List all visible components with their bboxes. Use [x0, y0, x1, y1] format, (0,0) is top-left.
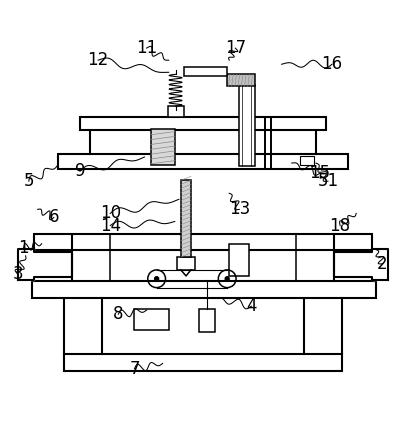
- Text: 12: 12: [87, 51, 109, 69]
- Text: 13: 13: [228, 200, 249, 218]
- Text: 16: 16: [321, 55, 342, 73]
- Circle shape: [225, 277, 229, 281]
- Text: 7: 7: [129, 360, 139, 378]
- Bar: [167, 106, 183, 117]
- Text: 8: 8: [113, 305, 123, 323]
- Text: 14: 14: [100, 217, 121, 234]
- Bar: [183, 67, 227, 76]
- Bar: [229, 244, 248, 276]
- Bar: [32, 281, 375, 298]
- Bar: [239, 85, 254, 166]
- Bar: [198, 309, 215, 332]
- Bar: [180, 180, 190, 257]
- Text: 6: 6: [49, 209, 59, 226]
- Text: 1: 1: [18, 239, 29, 256]
- Bar: [58, 154, 347, 169]
- Text: 17: 17: [224, 39, 245, 57]
- Text: 3: 3: [12, 265, 23, 283]
- Bar: [176, 257, 194, 270]
- Bar: [227, 74, 255, 86]
- Bar: [134, 309, 168, 330]
- Bar: [150, 129, 174, 165]
- Polygon shape: [333, 249, 388, 280]
- Text: 2: 2: [376, 255, 387, 273]
- Text: 18: 18: [329, 217, 350, 234]
- Text: 9: 9: [75, 162, 85, 180]
- Text: 4: 4: [245, 297, 256, 315]
- Circle shape: [154, 277, 158, 281]
- Text: 10: 10: [100, 204, 121, 222]
- Bar: [299, 156, 313, 165]
- Text: 5: 5: [23, 172, 34, 190]
- Bar: [80, 117, 325, 129]
- Text: 15: 15: [309, 164, 330, 182]
- Bar: [64, 354, 341, 371]
- Bar: [34, 233, 371, 250]
- Text: 51: 51: [317, 172, 338, 190]
- Text: 11: 11: [136, 39, 157, 57]
- Polygon shape: [17, 249, 72, 280]
